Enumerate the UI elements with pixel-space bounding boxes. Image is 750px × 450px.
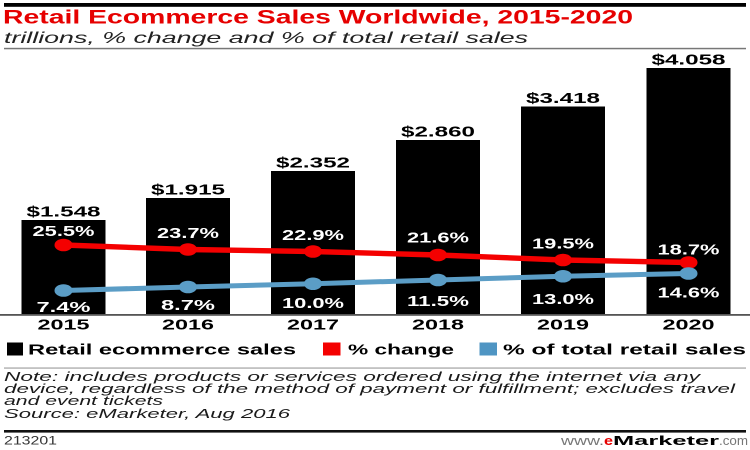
svg-text:2015: 2015	[38, 317, 90, 334]
svg-text:www.: www.	[560, 433, 604, 448]
svg-text:$2.352: $2.352	[276, 155, 350, 172]
svg-text:% of total retail sales: % of total retail sales	[503, 342, 746, 359]
svg-text:Note: includes products or ser: Note: includes products or services orde…	[4, 369, 703, 384]
svg-text:7.4%: 7.4%	[37, 299, 91, 316]
svg-text:$4.058: $4.058	[652, 52, 726, 69]
svg-text:22.9%: 22.9%	[282, 227, 344, 244]
svg-text:10.0%: 10.0%	[282, 295, 344, 312]
svg-text:13.0%: 13.0%	[532, 291, 594, 308]
svg-text:11.5%: 11.5%	[407, 293, 469, 310]
svg-text:$3.418: $3.418	[526, 90, 600, 107]
svg-text:14.6%: 14.6%	[658, 285, 720, 302]
svg-text:21.6%: 21.6%	[407, 230, 469, 247]
svg-text:18.7%: 18.7%	[658, 242, 720, 259]
svg-text:Marketer: Marketer	[613, 433, 719, 448]
svg-text:device, regardless of the meth: device, regardless of the method of paym…	[4, 381, 737, 396]
svg-text:trillions, % change and % of t: trillions, % change and % of total retai…	[4, 30, 528, 47]
svg-text:2017: 2017	[287, 317, 339, 334]
svg-text:and event tickets: and event tickets	[4, 393, 164, 408]
svg-text:25.5%: 25.5%	[33, 223, 95, 240]
svg-text:2020: 2020	[663, 317, 715, 334]
svg-text:2019: 2019	[537, 317, 589, 334]
svg-text:8.7%: 8.7%	[161, 297, 215, 314]
svg-text:$2.860: $2.860	[401, 124, 475, 141]
svg-text:e: e	[604, 433, 613, 448]
svg-text:$1.915: $1.915	[151, 182, 225, 199]
svg-text:213201: 213201	[4, 434, 57, 448]
svg-text:19.5%: 19.5%	[532, 236, 594, 253]
svg-text:Retail Ecommerce Sales Worldwi: Retail Ecommerce Sales Worldwide, 2015-2…	[3, 8, 633, 29]
svg-text:Source: eMarketer, Aug 2016: Source: eMarketer, Aug 2016	[4, 406, 291, 421]
svg-text:Retail ecommerce sales: Retail ecommerce sales	[28, 342, 296, 359]
svg-text:2018: 2018	[412, 317, 464, 334]
svg-text:2016: 2016	[162, 317, 214, 334]
svg-text:23.7%: 23.7%	[157, 225, 219, 242]
svg-text:$1.548: $1.548	[27, 204, 101, 221]
svg-text:% change: % change	[348, 342, 454, 359]
svg-text:.com: .com	[719, 433, 748, 448]
